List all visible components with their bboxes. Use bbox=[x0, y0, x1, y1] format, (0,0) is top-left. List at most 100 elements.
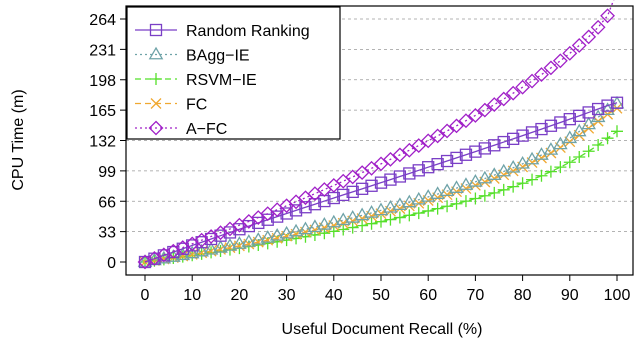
data-point bbox=[384, 173, 397, 186]
data-point bbox=[307, 219, 323, 232]
data-point bbox=[488, 139, 501, 152]
data-point bbox=[365, 217, 378, 230]
data-point bbox=[431, 202, 444, 215]
data-point bbox=[337, 188, 350, 202]
y-axis-label: CPU Time (m) bbox=[10, 89, 27, 190]
data-point bbox=[515, 155, 530, 169]
data-point bbox=[468, 174, 483, 187]
data-point bbox=[308, 198, 322, 211]
legend-marker bbox=[150, 98, 162, 109]
data-point bbox=[422, 161, 435, 174]
data-point bbox=[535, 169, 548, 182]
data-point bbox=[526, 173, 539, 186]
data-point bbox=[469, 145, 482, 158]
x-tick-label: 90 bbox=[561, 287, 579, 304]
data-point bbox=[250, 232, 266, 245]
legend-label: Random Ranking bbox=[186, 23, 310, 40]
data-point bbox=[507, 132, 520, 145]
data-point bbox=[571, 123, 587, 137]
data-point bbox=[573, 109, 586, 122]
x-axis: 0 10 20 30 40 50 60 70 80 90 100 bbox=[141, 275, 630, 304]
data-point bbox=[373, 202, 389, 216]
data-point bbox=[430, 128, 446, 144]
data-point bbox=[497, 183, 510, 196]
x-tick-label: 20 bbox=[231, 287, 249, 304]
legend-marker bbox=[148, 120, 164, 136]
data-point bbox=[553, 136, 568, 150]
data-point bbox=[505, 159, 521, 173]
data-point bbox=[552, 53, 568, 69]
data-point bbox=[554, 161, 567, 174]
data-point bbox=[222, 238, 238, 251]
data-point bbox=[458, 177, 474, 190]
x-tick-label: 10 bbox=[183, 287, 201, 304]
data-point bbox=[420, 133, 436, 149]
data-point bbox=[544, 119, 558, 132]
data-point bbox=[203, 241, 219, 255]
data-point bbox=[459, 195, 472, 208]
data-point bbox=[431, 158, 444, 171]
data-point bbox=[590, 109, 606, 123]
data-point bbox=[383, 151, 398, 167]
data-point bbox=[365, 179, 378, 192]
data-point bbox=[393, 211, 406, 224]
data-point bbox=[422, 204, 435, 217]
data-point bbox=[280, 207, 293, 220]
legend-box bbox=[126, 6, 341, 140]
x-tick-label: 50 bbox=[372, 287, 390, 304]
data-point bbox=[469, 192, 482, 205]
legend-label: A−FC bbox=[186, 121, 227, 138]
data-point bbox=[543, 60, 559, 76]
data-point bbox=[611, 125, 623, 138]
y-tick-label: 0 bbox=[107, 255, 116, 272]
data-point bbox=[459, 148, 473, 161]
data-point bbox=[233, 223, 246, 236]
series-layer bbox=[137, 0, 625, 270]
data-point bbox=[317, 217, 332, 230]
data-point bbox=[204, 232, 218, 246]
data-point bbox=[486, 97, 502, 113]
data-point bbox=[562, 130, 578, 144]
legend-item: RSVM−IE bbox=[135, 72, 257, 89]
data-point bbox=[384, 213, 397, 226]
data-point bbox=[288, 223, 304, 237]
x-tick-label: 80 bbox=[514, 287, 532, 304]
data-point bbox=[242, 219, 255, 233]
legend: Random Ranking BAgg−IE RSVM−IE FC A−FC bbox=[126, 6, 341, 140]
legend-marker bbox=[150, 73, 162, 85]
data-point bbox=[374, 176, 388, 189]
x-tick-label: 0 bbox=[141, 287, 150, 304]
data-point bbox=[600, 102, 615, 115]
data-point bbox=[184, 245, 200, 259]
data-point bbox=[430, 186, 445, 199]
y-tick-label: 165 bbox=[89, 103, 116, 120]
data-point bbox=[194, 243, 209, 257]
data-point bbox=[610, 96, 624, 109]
data-point bbox=[279, 225, 294, 239]
data-point bbox=[439, 123, 455, 139]
data-point bbox=[412, 207, 425, 220]
x-tick-label: 30 bbox=[278, 287, 296, 304]
data-point bbox=[269, 227, 285, 241]
data-point bbox=[450, 151, 463, 165]
x-tick-label: 40 bbox=[325, 287, 343, 304]
data-point bbox=[402, 194, 417, 208]
data-point bbox=[354, 207, 370, 221]
y-tick-label: 198 bbox=[89, 73, 116, 90]
data-point bbox=[326, 214, 342, 228]
data-point bbox=[289, 204, 303, 217]
data-point bbox=[505, 85, 521, 101]
data-point bbox=[392, 147, 408, 163]
data-point bbox=[392, 197, 408, 210]
data-point bbox=[364, 205, 379, 218]
data-point bbox=[223, 226, 237, 239]
legend-label: FC bbox=[186, 97, 207, 114]
data-point bbox=[516, 129, 529, 142]
data-point bbox=[345, 210, 360, 223]
series-line bbox=[144, 0, 615, 263]
x-tick-label: 60 bbox=[419, 287, 437, 304]
data-point bbox=[601, 99, 614, 112]
data-point bbox=[582, 106, 595, 119]
data-point bbox=[477, 170, 493, 184]
